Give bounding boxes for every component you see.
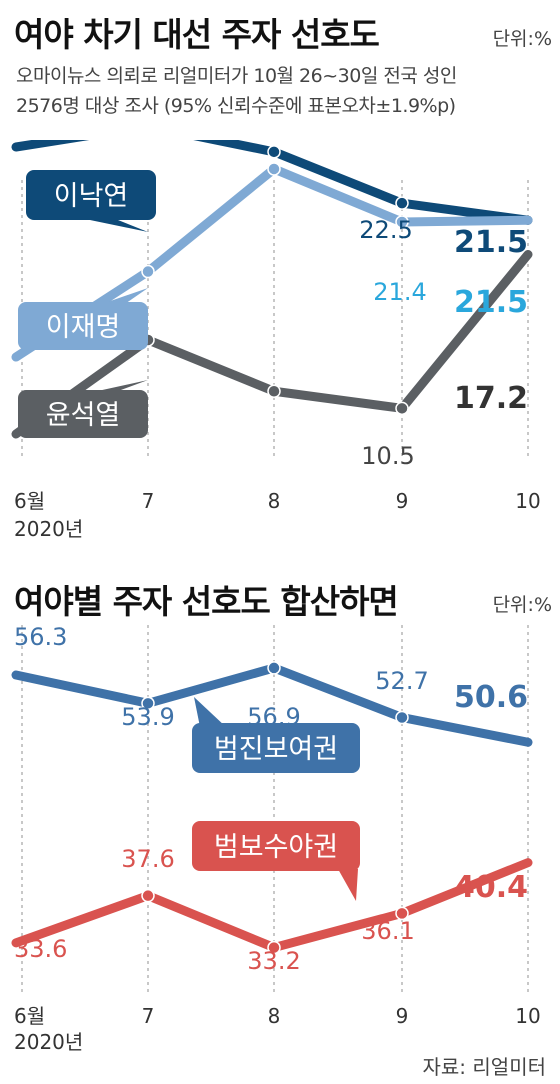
series2-line-1: [11, 858, 533, 953]
x-year-label: 2020년: [14, 517, 83, 541]
chart1-subtitle-line2: 2576명 대상 조사 (95% 신뢰수준에 표본오차±1.9%p): [16, 95, 456, 117]
series-1-tag-label: 이재명: [46, 312, 121, 343]
series-1-value-label-3: 21.4: [373, 278, 426, 306]
series-0-point-3: [395, 196, 409, 210]
series2-1-value-label-1: 37.6: [121, 845, 174, 873]
x2-tick-0: 6월: [14, 1004, 45, 1028]
series-0-tag-label: 이낙연: [54, 181, 129, 212]
series2-1-value-label-0: 33.6: [14, 935, 67, 963]
series2-0-value-label-2: 56.9: [247, 703, 300, 731]
series-0-value-label-4: 21.5: [454, 225, 528, 260]
series-2-value-label-3: 10.5: [361, 442, 414, 470]
series-1-point-2: [267, 162, 281, 176]
x2-year-label: 2020년: [14, 1030, 83, 1054]
series2-1-point-3: [395, 906, 409, 921]
series2-0-point-2: [267, 661, 281, 675]
x-tick-1: 7: [142, 489, 155, 513]
series-1-value-label-4: 21.5: [454, 285, 528, 320]
series2-1-value-label-4: 40.4: [454, 870, 528, 905]
series2-1-tag-label: 범보수야권: [214, 832, 338, 863]
series-1-point-1: [141, 264, 155, 279]
series2-1-value-label-3: 36.1: [361, 917, 414, 945]
x2-tick-3: 9: [396, 1004, 409, 1028]
series2-0-tag-bg: [192, 723, 360, 773]
series-1-tag-pointer: [96, 288, 148, 306]
series-1-point-3: [395, 215, 409, 229]
series2-0-tag-label: 범진보여권: [214, 734, 338, 765]
chart1-unit: 단위:%: [492, 28, 552, 50]
series2-0-value-label-1: 53.9: [121, 703, 174, 731]
series-2-tag-label: 윤석열: [46, 400, 121, 431]
series2-1-point-1: [141, 888, 155, 903]
series-2-value-label-4: 17.2: [454, 381, 528, 416]
series2-1-value-label-2: 33.2: [247, 947, 300, 975]
chart2-title: 여야별 주자 선호도 합산하면: [14, 582, 399, 621]
x2-tick-4: 10: [515, 1004, 540, 1028]
series2-0-value-label-0: 56.3: [14, 623, 67, 651]
chart2-unit: 단위:%: [492, 594, 552, 616]
series-0-point-2: [267, 145, 281, 159]
series2-0-tag-pointer: [194, 697, 226, 727]
series2-0-point-3: [395, 710, 409, 725]
series2-0-value-label-4: 50.6: [454, 680, 528, 715]
source-note: 자료: 리얼미터: [422, 1055, 547, 1079]
series2-1-tag-bg: [192, 821, 360, 871]
series-2-tag-bg: [18, 390, 148, 438]
chart1-title: 여야 차기 대선 주자 선호도: [14, 15, 380, 54]
series-2-point-2: [267, 384, 281, 398]
series2-1-point-2: [267, 940, 281, 955]
series-0-tag-bg: [26, 170, 156, 220]
series-1-tag-bg: [18, 302, 148, 350]
series-0-value-label-3: 22.5: [359, 216, 412, 244]
chart1-subtitle-line1: 오마이뉴스 의뢰로 리얼미터가 10월 26~30일 전국 성인: [16, 65, 457, 87]
series2-1-tag-pointer: [338, 869, 358, 901]
x-tick-2: 8: [268, 489, 281, 513]
x-tick-3: 9: [396, 489, 409, 513]
series2-0-value-label-3: 52.7: [375, 667, 428, 695]
x-tick-4: 10: [515, 489, 540, 513]
series-0-tag-pointer: [90, 220, 148, 232]
x2-tick-2: 8: [268, 1004, 281, 1028]
series-2-point-3: [395, 401, 409, 416]
x-tick-0: 6월: [14, 489, 45, 513]
series2-0-point-1: [141, 696, 155, 711]
x2-tick-1: 7: [142, 1004, 155, 1028]
